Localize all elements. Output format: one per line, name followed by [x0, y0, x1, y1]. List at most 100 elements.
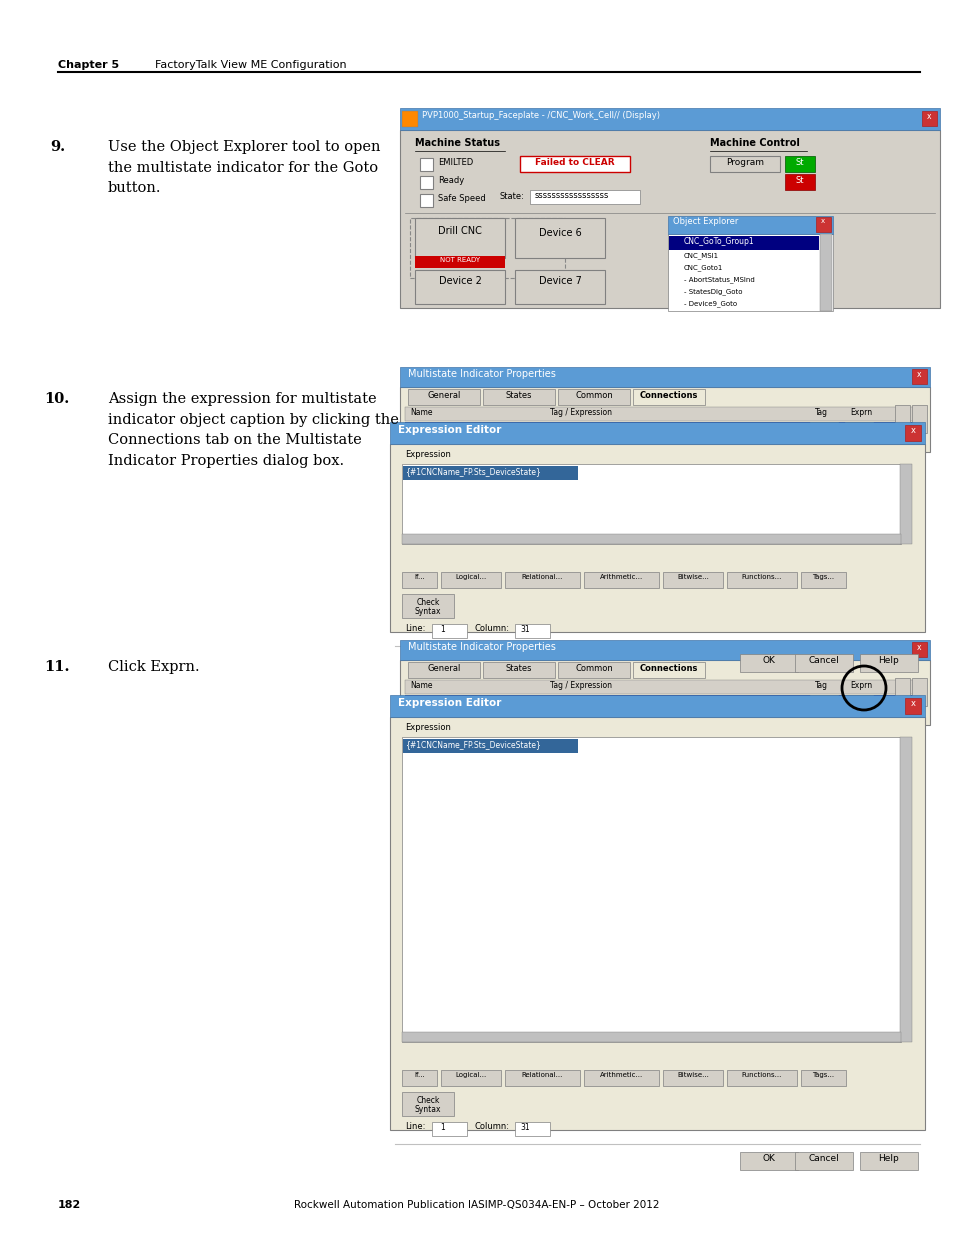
FancyBboxPatch shape: [515, 1123, 550, 1136]
FancyBboxPatch shape: [740, 1152, 797, 1170]
Text: Machine Control: Machine Control: [709, 138, 799, 148]
FancyBboxPatch shape: [402, 739, 578, 753]
Text: - AbortStatus_MSInd: - AbortStatus_MSInd: [683, 275, 754, 283]
FancyBboxPatch shape: [399, 367, 929, 387]
Text: Help: Help: [878, 1153, 899, 1163]
Text: Multistate Indicator Properties: Multistate Indicator Properties: [408, 642, 556, 652]
Text: 31: 31: [519, 1123, 529, 1132]
Text: Arithmetic...: Arithmetic...: [599, 1072, 642, 1078]
FancyBboxPatch shape: [519, 156, 629, 172]
Text: Expression Editor: Expression Editor: [397, 425, 501, 435]
Text: Safe Speed: Safe Speed: [437, 194, 485, 203]
Text: States: States: [505, 391, 532, 400]
Text: Logical...: Logical...: [455, 574, 486, 580]
FancyBboxPatch shape: [668, 236, 818, 249]
Text: Column:: Column:: [475, 1123, 510, 1131]
Text: {#1CNCName_FP.Sts_DeviceState}: {#1CNCName_FP.Sts_DeviceState}: [405, 467, 540, 475]
FancyBboxPatch shape: [515, 219, 604, 258]
Text: Connections: Connections: [639, 391, 698, 400]
Text: Drill CNC: Drill CNC: [437, 226, 481, 236]
Text: 31: 31: [519, 625, 529, 634]
Text: Expression: Expression: [405, 722, 451, 732]
FancyBboxPatch shape: [794, 655, 852, 672]
Text: Column:: Column:: [475, 624, 510, 634]
FancyBboxPatch shape: [419, 194, 433, 207]
Text: Common: Common: [575, 664, 612, 673]
Text: 10.: 10.: [44, 391, 70, 406]
FancyBboxPatch shape: [809, 422, 837, 435]
FancyBboxPatch shape: [401, 111, 417, 127]
FancyBboxPatch shape: [390, 445, 924, 632]
FancyBboxPatch shape: [911, 405, 926, 433]
FancyBboxPatch shape: [899, 737, 911, 1042]
FancyBboxPatch shape: [801, 1070, 845, 1086]
FancyBboxPatch shape: [911, 678, 926, 706]
FancyBboxPatch shape: [911, 369, 926, 384]
FancyBboxPatch shape: [402, 466, 578, 480]
FancyBboxPatch shape: [904, 698, 920, 714]
FancyBboxPatch shape: [432, 1123, 467, 1136]
Text: Use the Object Explorer tool to open
the multistate indicator for the Goto
butto: Use the Object Explorer tool to open the…: [108, 140, 380, 195]
FancyBboxPatch shape: [405, 695, 924, 709]
FancyBboxPatch shape: [815, 217, 830, 232]
FancyBboxPatch shape: [419, 158, 433, 170]
Text: CNC_MSI1: CNC_MSI1: [683, 252, 719, 259]
FancyBboxPatch shape: [921, 111, 936, 126]
FancyBboxPatch shape: [809, 695, 837, 708]
Text: Assign the expression for multistate
indicator object caption by clicking the
Co: Assign the expression for multistate ind…: [108, 391, 398, 468]
Text: EMILTED: EMILTED: [437, 158, 473, 167]
FancyBboxPatch shape: [405, 422, 924, 436]
Text: Functions...: Functions...: [741, 574, 781, 580]
FancyBboxPatch shape: [515, 270, 604, 304]
Text: x: x: [916, 370, 921, 379]
Text: Tag / Expression: Tag / Expression: [550, 408, 612, 417]
Text: Tag: Tag: [814, 680, 827, 690]
Text: Cancel: Cancel: [808, 1153, 839, 1163]
FancyBboxPatch shape: [405, 680, 924, 694]
FancyBboxPatch shape: [405, 408, 924, 421]
Text: Exprn: Exprn: [849, 680, 871, 690]
Text: Chapter 5: Chapter 5: [58, 61, 119, 70]
Text: Tags...: Tags...: [812, 1072, 834, 1078]
FancyBboxPatch shape: [482, 389, 555, 405]
Text: sssssssssssssssss: sssssssssssssssss: [535, 191, 609, 200]
FancyBboxPatch shape: [415, 219, 504, 258]
FancyBboxPatch shape: [440, 1070, 500, 1086]
Text: 11.: 11.: [44, 659, 70, 674]
Text: Program: Program: [725, 158, 763, 167]
Text: Tag / Expression: Tag / Expression: [550, 680, 612, 690]
Text: Line:: Line:: [405, 1123, 425, 1131]
Text: Bitwise...: Bitwise...: [677, 1072, 708, 1078]
Text: FactoryTalk View ME Configuration: FactoryTalk View ME Configuration: [154, 61, 346, 70]
FancyBboxPatch shape: [482, 662, 555, 678]
Text: x: x: [909, 426, 915, 435]
Text: OK: OK: [761, 656, 775, 664]
Text: - Device9_Goto: - Device9_Goto: [683, 300, 737, 306]
FancyBboxPatch shape: [440, 572, 500, 588]
Text: Relational...: Relational...: [521, 1072, 562, 1078]
FancyBboxPatch shape: [667, 233, 832, 311]
Text: Connections: Connections: [639, 664, 698, 673]
Text: ...: ...: [820, 697, 826, 703]
Text: Syntax: Syntax: [415, 606, 441, 616]
FancyBboxPatch shape: [432, 624, 467, 638]
Text: If...: If...: [414, 1072, 424, 1078]
Text: Exprn: Exprn: [849, 408, 871, 417]
Text: Device 7: Device 7: [538, 275, 580, 287]
Text: Ready: Ready: [437, 177, 464, 185]
Text: ...: ...: [855, 697, 862, 703]
FancyBboxPatch shape: [390, 422, 924, 445]
Text: x: x: [821, 219, 824, 224]
FancyBboxPatch shape: [399, 640, 929, 659]
FancyBboxPatch shape: [401, 572, 436, 588]
Text: NOT READY: NOT READY: [439, 257, 479, 263]
Text: 182: 182: [58, 1200, 81, 1210]
Text: CNC_GoTo_Group1: CNC_GoTo_Group1: [683, 237, 754, 246]
FancyBboxPatch shape: [820, 233, 831, 311]
Text: 1: 1: [439, 1123, 444, 1132]
FancyBboxPatch shape: [401, 1092, 454, 1116]
Text: Logical...: Logical...: [455, 1072, 486, 1078]
Text: Cancel: Cancel: [808, 656, 839, 664]
Text: Multistate Indicator Properties: Multistate Indicator Properties: [408, 369, 556, 379]
FancyBboxPatch shape: [408, 662, 479, 678]
